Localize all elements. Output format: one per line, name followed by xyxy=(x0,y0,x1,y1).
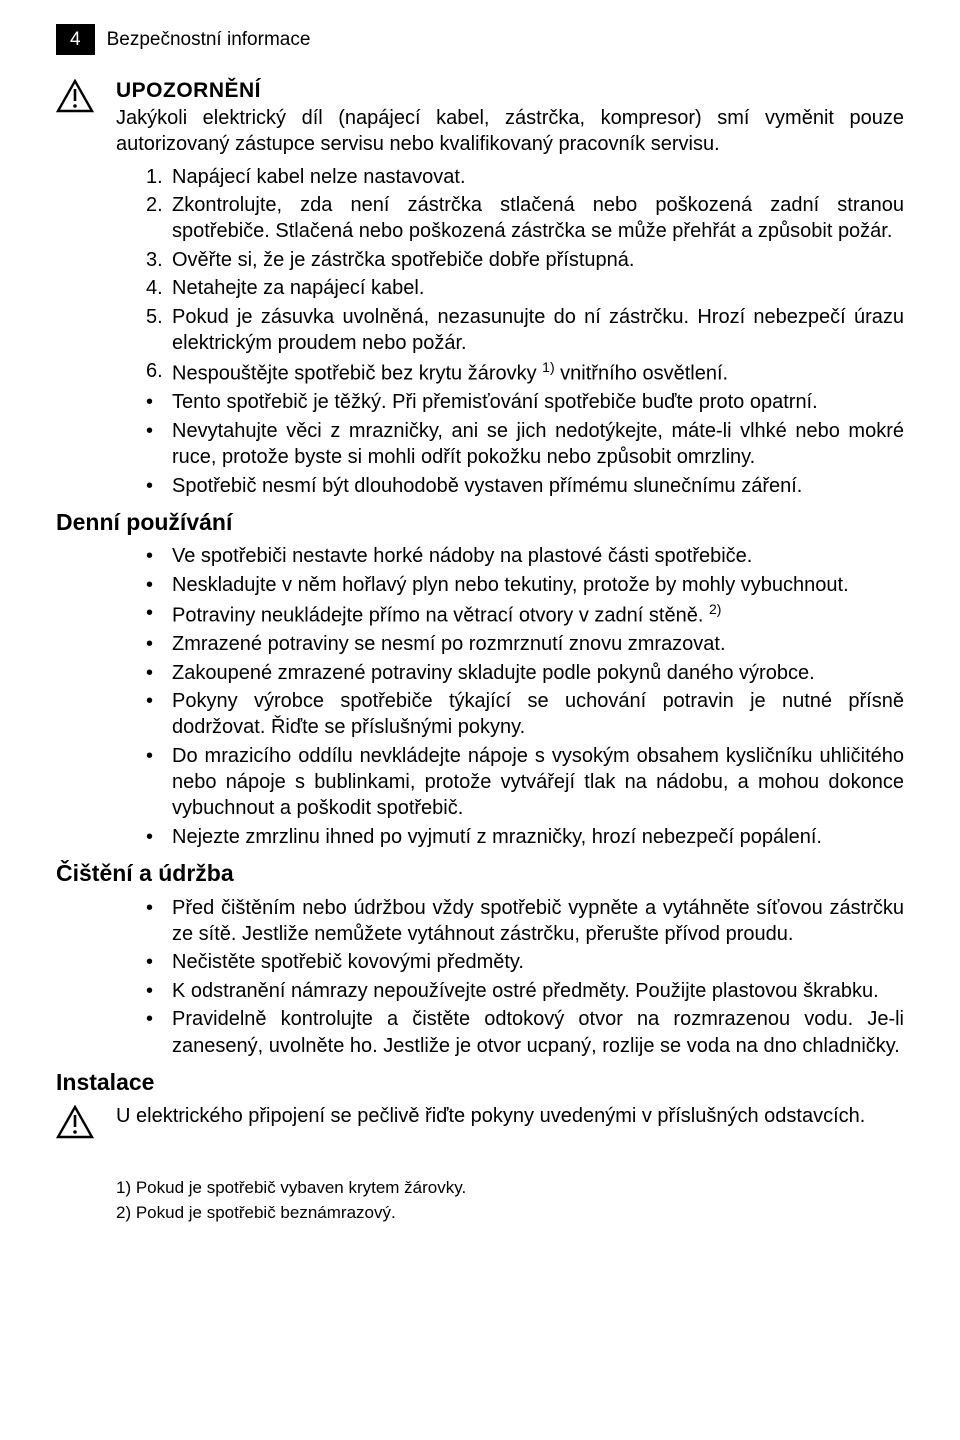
list-item: •Potraviny neukládejte přímo na větrací … xyxy=(146,600,904,629)
bullet-dot: • xyxy=(146,824,172,850)
list-item: •K odstranění námrazy nepoužívejte ostré… xyxy=(146,978,904,1004)
list-item: •Nečistěte spotřebič kovovými předměty. xyxy=(146,949,904,975)
item-number: 1. xyxy=(146,164,172,190)
list-item: •Zakoupené zmrazené potraviny skladujte … xyxy=(146,660,904,686)
bullet-dot: • xyxy=(146,688,172,741)
item-text: K odstranění námrazy nepoužívejte ostré … xyxy=(172,978,879,1004)
footnotes: 1) Pokud je spotřebič vybaven krytem žár… xyxy=(116,1177,904,1224)
list-item: 3. Ověřte si, že je zástrčka spotřebiče … xyxy=(146,247,904,273)
footnote-ref: 2) xyxy=(709,601,721,617)
install-text: U elektrického připojení se pečlivě řiďt… xyxy=(116,1103,865,1129)
item-text: Před čištěním nebo údržbou vždy spotřebi… xyxy=(172,895,904,948)
list-item: 5. Pokud je zásuvka uvolněná, nezasunujt… xyxy=(146,304,904,357)
item-text: Potraviny neukládejte přímo na větrací o… xyxy=(172,600,721,629)
item-text: Ve spotřebiči nestavte horké nádoby na p… xyxy=(172,543,752,569)
warning-text: Jakýkoli elektrický díl (napájecí kabel,… xyxy=(116,105,904,158)
item-text: Nejezte zmrzlinu ihned po vyjmutí z mraz… xyxy=(172,824,822,850)
list-item: •Spotřebič nesmí být dlouhodobě vystaven… xyxy=(146,473,904,499)
item-text: Nečistěte spotřebič kovovými předměty. xyxy=(172,949,524,975)
list-item: •Pokyny výrobce spotřebiče týkající se u… xyxy=(146,688,904,741)
item-text: Spotřebič nesmí být dlouhodobě vystaven … xyxy=(172,473,802,499)
header-title: Bezpečnostní informace xyxy=(107,27,311,52)
bullet-dot: • xyxy=(146,543,172,569)
numbered-list: 1. Napájecí kabel nelze nastavovat. 2. Z… xyxy=(146,164,904,388)
warning-icon xyxy=(56,79,94,113)
bullet-dot: • xyxy=(146,572,172,598)
item-number: 4. xyxy=(146,275,172,301)
item-text: Tento spotřebič je těžký. Při přemisťová… xyxy=(172,389,818,415)
bullet-list-cleaning: •Před čištěním nebo údržbou vždy spotřeb… xyxy=(146,895,904,1059)
footnote: 1) Pokud je spotřebič vybaven krytem žár… xyxy=(116,1177,904,1199)
item-number: 6. xyxy=(146,358,172,387)
item-text: Do mrazicího oddílu nevkládejte nápoje s… xyxy=(172,743,904,822)
list-item: 4. Netahejte za napájecí kabel. xyxy=(146,275,904,301)
bullet-list-usage: •Ve spotřebiči nestavte horké nádoby na … xyxy=(146,543,904,850)
list-item: •Neskladujte v něm hořlavý plyn nebo tek… xyxy=(146,572,904,598)
item-text: Neskladujte v něm hořlavý plyn nebo teku… xyxy=(172,572,849,598)
item-text: Napájecí kabel nelze nastavovat. xyxy=(172,164,466,190)
page-header: 4 Bezpečnostní informace xyxy=(56,24,904,55)
bullet-dot: • xyxy=(146,389,172,415)
section-heading-usage: Denní používání xyxy=(56,507,904,537)
bullet-dot: • xyxy=(146,949,172,975)
warning-content: UPOZORNĚNÍ Jakýkoli elektrický díl (napá… xyxy=(116,77,904,158)
item-text: Zkontrolujte, zda není zástrčka stlačená… xyxy=(172,192,904,245)
item-text: Nevytahujte věci z mrazničky, ani se jic… xyxy=(172,418,904,471)
bullet-dot: • xyxy=(146,418,172,471)
item-number: 2. xyxy=(146,192,172,245)
page-number-box: 4 xyxy=(56,24,95,55)
item-number: 3. xyxy=(146,247,172,273)
list-item: •Ve spotřebiči nestavte horké nádoby na … xyxy=(146,543,904,569)
section-heading-install: Instalace xyxy=(56,1067,904,1097)
item-text: Pokyny výrobce spotřebiče týkající se uc… xyxy=(172,688,904,741)
list-item: •Nejezte zmrzlinu ihned po vyjmutí z mra… xyxy=(146,824,904,850)
footnote-ref: 1) xyxy=(542,359,554,375)
item-text: Nespouštějte spotřebič bez krytu žárovky… xyxy=(172,358,728,387)
bullet-dot: • xyxy=(146,895,172,948)
list-item: •Tento spotřebič je těžký. Při přemisťov… xyxy=(146,389,904,415)
bullet-dot: • xyxy=(146,600,172,629)
list-item: •Do mrazicího oddílu nevkládejte nápoje … xyxy=(146,743,904,822)
list-item: 1. Napájecí kabel nelze nastavovat. xyxy=(146,164,904,190)
item-number: 5. xyxy=(146,304,172,357)
list-item: 6. Nespouštějte spotřebič bez krytu žáro… xyxy=(146,358,904,387)
warning-icon xyxy=(56,1105,94,1139)
section-heading-cleaning: Čištění a údržba xyxy=(56,858,904,888)
bullet-dot: • xyxy=(146,743,172,822)
list-item: •Nevytahujte věci z mrazničky, ani se ji… xyxy=(146,418,904,471)
list-item: •Zmrazené potraviny se nesmí po rozmrznu… xyxy=(146,631,904,657)
bullet-dot: • xyxy=(146,631,172,657)
bullet-list-top: •Tento spotřebič je těžký. Při přemisťov… xyxy=(146,389,904,499)
install-block: U elektrického připojení se pečlivě řiďt… xyxy=(56,1103,904,1139)
item-text: Zmrazené potraviny se nesmí po rozmrznut… xyxy=(172,631,726,657)
list-item: •Před čištěním nebo údržbou vždy spotřeb… xyxy=(146,895,904,948)
warning-block: UPOZORNĚNÍ Jakýkoli elektrický díl (napá… xyxy=(56,77,904,158)
list-item: •Pravidelně kontrolujte a čistěte odtoko… xyxy=(146,1006,904,1059)
warning-heading: UPOZORNĚNÍ xyxy=(116,77,904,105)
item-text: Zakoupené zmrazené potraviny skladujte p… xyxy=(172,660,815,686)
footnote: 2) Pokud je spotřebič beznámrazový. xyxy=(116,1202,904,1224)
list-item: 2. Zkontrolujte, zda není zástrčka stlač… xyxy=(146,192,904,245)
item-text: Ověřte si, že je zástrčka spotřebiče dob… xyxy=(172,247,634,273)
bullet-dot: • xyxy=(146,660,172,686)
item-text: Pravidelně kontrolujte a čistěte odtokov… xyxy=(172,1006,904,1059)
bullet-dot: • xyxy=(146,1006,172,1059)
bullet-dot: • xyxy=(146,473,172,499)
bullet-dot: • xyxy=(146,978,172,1004)
item-text: Netahejte za napájecí kabel. xyxy=(172,275,424,301)
item-text: Pokud je zásuvka uvolněná, nezasunujte d… xyxy=(172,304,904,357)
